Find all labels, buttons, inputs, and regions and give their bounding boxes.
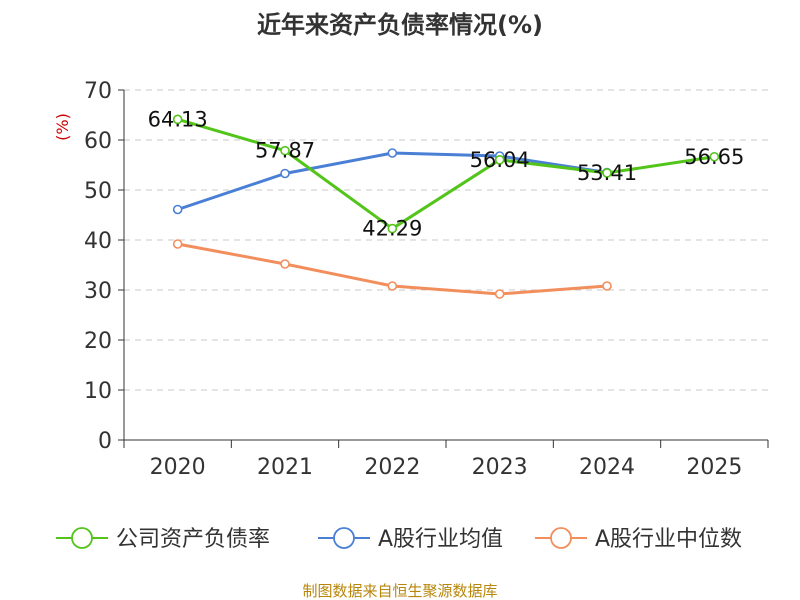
x-tick-label: 2022 — [364, 455, 420, 480]
data-label: 56.65 — [684, 145, 744, 169]
data-point — [172, 114, 183, 125]
source-note: 制图数据来自恒生聚源数据库 — [302, 582, 497, 600]
data-point — [280, 259, 290, 269]
y-tick-label: 70 — [84, 79, 112, 104]
data-point — [602, 168, 612, 178]
series-group — [172, 114, 720, 299]
y-tick-label: 50 — [84, 179, 112, 204]
chart-title: 近年来资产负债率情况(%) — [257, 11, 543, 39]
legend-label: A股行业均值 — [378, 527, 503, 552]
data-label: 42.29 — [362, 217, 422, 241]
x-tick-label: 2021 — [257, 455, 313, 480]
axes — [118, 89, 769, 448]
data-point — [387, 148, 398, 158]
y-tick-label: 20 — [84, 329, 112, 354]
data-point — [172, 204, 183, 215]
legend: 公司资产负债率 A股行业均值 A股行业中位数 — [56, 527, 742, 552]
data-point — [602, 281, 612, 291]
data-point — [280, 145, 290, 156]
y-axis-unit: (%) — [53, 113, 72, 141]
data-point — [387, 281, 398, 291]
series-line — [177, 117, 715, 231]
x-tick-label: 2025 — [686, 455, 742, 480]
y-tick-label: 0 — [98, 429, 112, 454]
legend-marker-icon — [333, 527, 355, 549]
x-tick-label: 2023 — [472, 455, 528, 480]
x-tick-label: 2024 — [579, 455, 635, 480]
data-point — [172, 239, 183, 249]
data-point — [709, 151, 720, 162]
data-point — [494, 289, 505, 299]
data-point — [494, 155, 505, 165]
data-label: 56.04 — [470, 148, 530, 172]
legend-marker-icon — [71, 527, 93, 549]
data-point — [280, 168, 290, 179]
y-tick-label: 30 — [84, 279, 112, 304]
y-tick-label: 40 — [84, 229, 112, 254]
y-tick-labels: 0 10 20 30 40 50 60 70 — [84, 79, 112, 454]
gridlines — [124, 89, 768, 391]
y-tick-label: 10 — [84, 379, 112, 404]
x-tick-label: 2020 — [150, 455, 206, 480]
legend-label: 公司资产负债率 — [116, 527, 270, 552]
series-line — [177, 151, 608, 211]
data-label: 57.87 — [255, 139, 315, 163]
data-label: 64.13 — [148, 107, 208, 131]
data-point — [387, 223, 398, 234]
x-tick-labels: 2020 2021 2022 2023 2024 2025 — [150, 455, 743, 480]
y-tick-label: 60 — [84, 129, 112, 154]
data-label: 53.41 — [577, 161, 637, 185]
legend-marker-icon — [550, 527, 572, 549]
legend-label: A股行业中位数 — [595, 527, 742, 552]
data-labels: 64.13 57.87 42.29 56.04 53.41 56.65 — [148, 107, 745, 240]
